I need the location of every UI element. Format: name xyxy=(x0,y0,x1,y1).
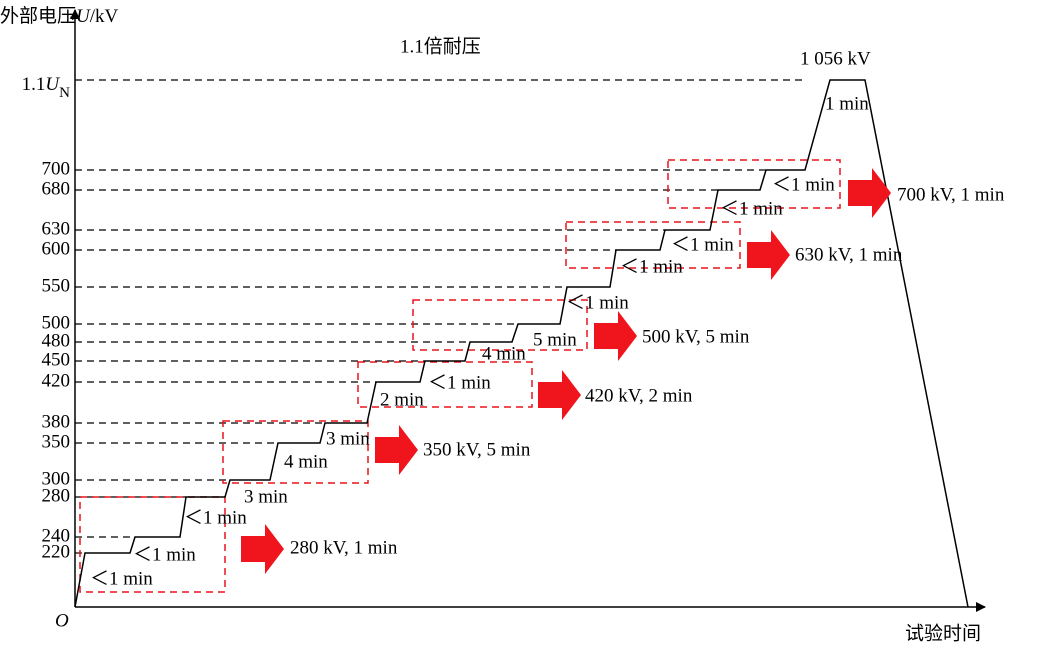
y-tick-label: 480 xyxy=(42,330,71,351)
step-label: 2 min xyxy=(380,389,424,410)
y-tick-label: 300 xyxy=(42,468,71,489)
y-tick-label: 550 xyxy=(42,275,71,296)
step-label: ＜1 min xyxy=(620,256,683,277)
x-axis-title: 试验时间 xyxy=(905,622,981,644)
origin: O xyxy=(55,610,69,631)
callout: 420 kV, 2 min xyxy=(585,385,693,406)
y-tick-label: 500 xyxy=(42,312,71,333)
step-label: ＜1 min xyxy=(133,544,196,565)
red-arrow xyxy=(848,168,891,218)
box xyxy=(667,159,841,209)
step-label: 3 min xyxy=(326,428,370,449)
y-tick-label: 380 xyxy=(42,411,71,432)
highlight-boxes xyxy=(79,159,841,593)
y-tick-label: 600 xyxy=(42,238,71,259)
level-lines xyxy=(75,79,805,554)
y-tick-label: 680 xyxy=(42,178,71,199)
red-arrow xyxy=(538,370,581,420)
y-tick-label: 630 xyxy=(42,218,71,239)
box xyxy=(412,299,588,351)
y-tick-label: 350 xyxy=(42,431,71,452)
step-label: 3 min xyxy=(244,486,288,507)
step-label: 4 min xyxy=(284,451,328,472)
red-arrow xyxy=(241,524,284,574)
callout: 350 kV, 5 min xyxy=(423,439,531,460)
y-tick-label: 420 xyxy=(42,370,71,391)
step-label: 5 min xyxy=(533,329,577,350)
y-tick-label: 280 xyxy=(42,485,71,506)
voltage-profile xyxy=(74,79,969,608)
box xyxy=(79,496,226,593)
step-label: ＜1 min xyxy=(671,234,734,255)
step-label: 1 min xyxy=(825,93,869,114)
title: 1.1倍耐压 xyxy=(400,35,481,57)
callout: 500 kV, 5 min xyxy=(642,326,750,347)
y-tick-label: 450 xyxy=(42,349,71,370)
red-arrow xyxy=(594,311,637,361)
box xyxy=(357,361,533,408)
arrows xyxy=(241,168,891,574)
step-label: ＜1 min xyxy=(428,372,491,393)
box xyxy=(565,221,741,269)
red-arrow xyxy=(375,425,418,475)
rated-tick: 1.1UN xyxy=(22,74,70,101)
step-label: 4 min xyxy=(482,343,526,364)
step-label: ＜1 min xyxy=(772,174,835,195)
step-label: ＜1 min xyxy=(184,507,247,528)
callout: 700 kV, 1 min xyxy=(897,184,1005,205)
y-tick-label: 700 xyxy=(42,158,71,179)
box xyxy=(222,420,369,484)
y-tick-label: 220 xyxy=(42,541,71,562)
y-tick-label: 240 xyxy=(42,525,71,546)
callout: 630 kV, 1 min xyxy=(795,244,903,265)
step-label: ＜1 min xyxy=(90,568,153,589)
peak-label: 1 056 kV xyxy=(800,48,871,69)
y-axis-title: 外部电压U/kV xyxy=(0,5,119,27)
callout: 280 kV, 1 min xyxy=(290,537,398,558)
red-arrow xyxy=(747,230,790,280)
step-label: ＜1 min xyxy=(566,292,629,313)
step-label: ＜1 min xyxy=(720,198,783,219)
